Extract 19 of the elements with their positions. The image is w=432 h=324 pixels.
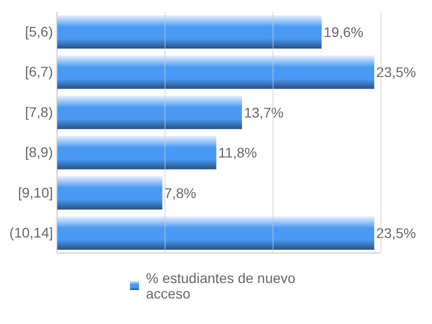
data-label: 23,5% xyxy=(376,64,416,80)
bar xyxy=(57,216,374,250)
bar xyxy=(57,136,216,170)
y-tick-label: [7,8) xyxy=(24,104,53,120)
bar xyxy=(57,15,322,49)
bar xyxy=(57,96,242,130)
data-label: 13,7% xyxy=(244,104,284,120)
legend-label: % estudiantes de nuevo acceso xyxy=(146,270,296,302)
data-label: 11,8% xyxy=(218,144,257,161)
y-tick-label: [9,10] xyxy=(18,184,53,200)
y-tick-label: (10,14] xyxy=(9,224,53,241)
data-label: 7,8% xyxy=(164,184,196,201)
y-tick-label: [5,6) xyxy=(24,23,53,40)
y-tick-label: [8,9) xyxy=(24,144,53,160)
bar xyxy=(57,176,162,210)
y-tick-label: [6,7) xyxy=(24,64,53,80)
bar xyxy=(57,55,374,89)
data-label: 23,5% xyxy=(376,224,416,241)
data-label: 19,6% xyxy=(324,24,364,40)
